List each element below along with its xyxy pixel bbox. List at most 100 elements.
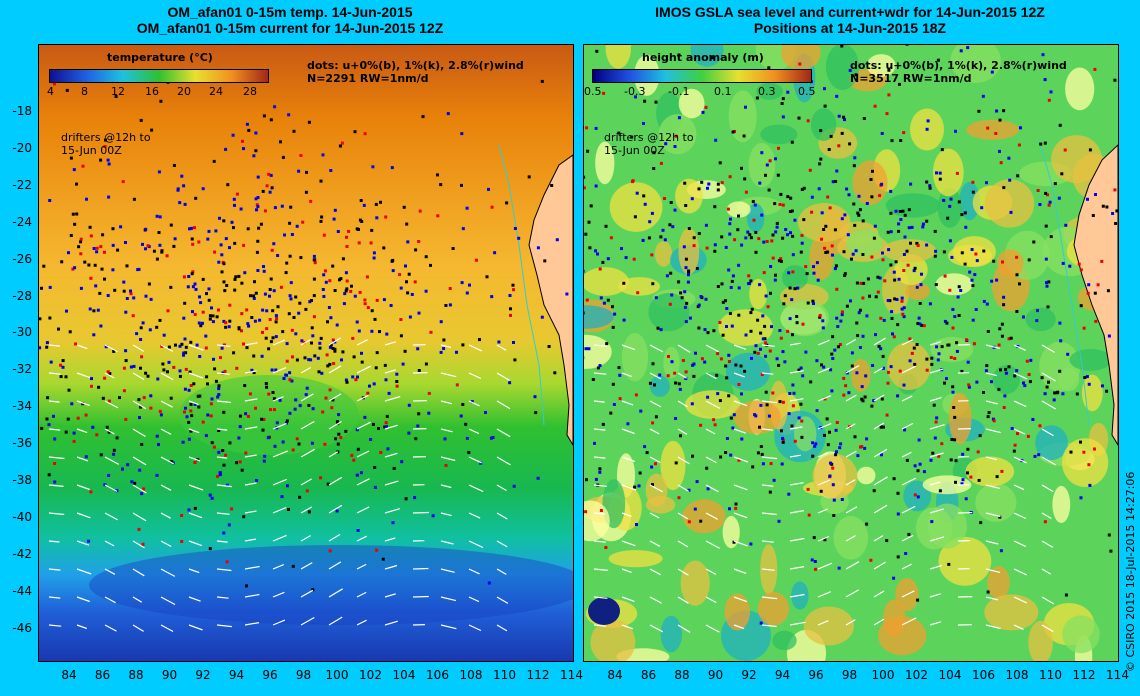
current-arrow bbox=[104, 400, 119, 409]
drifter-dot bbox=[45, 345, 49, 349]
drifter-dot bbox=[770, 239, 774, 243]
anomaly-blob bbox=[1058, 368, 1080, 392]
drifter-dot bbox=[906, 263, 910, 267]
drifter-dot bbox=[677, 116, 681, 120]
drifter-dot bbox=[216, 395, 220, 399]
drifter-dot bbox=[223, 369, 227, 373]
drifter-dot bbox=[1053, 182, 1057, 186]
drifter-dot bbox=[73, 222, 77, 226]
drifter-dot bbox=[758, 283, 762, 287]
drifter-dot bbox=[713, 205, 717, 209]
cold-band bbox=[89, 545, 573, 625]
drifter-dot bbox=[1064, 593, 1068, 597]
drifter-dot bbox=[448, 303, 452, 307]
drifter-dot bbox=[836, 325, 840, 328]
drifter-dot bbox=[439, 183, 443, 187]
current-arrow bbox=[677, 344, 691, 353]
drifter-dot bbox=[96, 308, 100, 312]
drifter-dot bbox=[842, 250, 846, 254]
current-arrow bbox=[412, 567, 429, 570]
drifter-dot bbox=[354, 378, 358, 382]
drifter-dot bbox=[353, 294, 357, 298]
drifter-dot bbox=[274, 320, 278, 324]
drifter-dot bbox=[977, 478, 981, 482]
drifter-dot bbox=[805, 272, 809, 276]
drifter-dot bbox=[900, 307, 904, 311]
drifter-dot bbox=[342, 302, 346, 306]
drifter-dot bbox=[1007, 156, 1011, 160]
drifter-dot bbox=[323, 269, 327, 273]
drifter-dot bbox=[1038, 203, 1042, 206]
drifter-dot bbox=[349, 289, 353, 293]
current-arrow bbox=[272, 478, 288, 486]
drifter-dot bbox=[149, 406, 153, 410]
drifter-dot bbox=[39, 317, 42, 321]
current-arrow bbox=[929, 564, 942, 570]
drifter-dot bbox=[594, 477, 598, 481]
drifter-dot bbox=[197, 240, 201, 244]
current-arrow bbox=[244, 398, 258, 402]
drifter-dot bbox=[322, 273, 326, 277]
current-arrow bbox=[985, 568, 1001, 573]
drifter-dot bbox=[828, 206, 832, 210]
drifter-dot bbox=[316, 356, 320, 360]
current-arrow bbox=[244, 482, 257, 486]
drifter-dot bbox=[75, 182, 78, 186]
drifter-dot bbox=[275, 421, 279, 425]
drifter-dot bbox=[194, 287, 198, 291]
drifter-dot bbox=[892, 576, 896, 580]
drifter-dot bbox=[594, 184, 598, 188]
lat-tick: -44 bbox=[12, 583, 32, 598]
current-arrow bbox=[468, 372, 482, 380]
drifter-dot bbox=[406, 291, 410, 295]
drifter-dot bbox=[1088, 483, 1092, 487]
drifter-dot bbox=[982, 249, 986, 253]
drifter-dot bbox=[176, 187, 180, 191]
drifter-dot bbox=[885, 539, 889, 543]
ha-tick-0.3: 0.3 bbox=[758, 85, 776, 98]
drifter-dot bbox=[643, 445, 647, 449]
drifter-dot bbox=[835, 94, 839, 98]
drifter-dot bbox=[902, 383, 906, 387]
drifter-dot bbox=[933, 254, 937, 258]
drifter-dot bbox=[682, 245, 686, 249]
drifter-dot bbox=[729, 217, 732, 221]
drifter-dot bbox=[255, 208, 258, 212]
drifter-dot bbox=[294, 398, 298, 402]
drifter-dot bbox=[140, 443, 144, 446]
current-arrow bbox=[733, 484, 748, 491]
drifter-dot bbox=[385, 425, 388, 429]
current-arrow bbox=[705, 372, 717, 380]
drifter-dot bbox=[139, 118, 143, 122]
drifter-dot bbox=[240, 312, 244, 316]
drifter-dot bbox=[1057, 196, 1061, 200]
drifter-dot bbox=[918, 322, 922, 326]
drifter-dot bbox=[255, 479, 259, 482]
drifter-dot bbox=[321, 288, 325, 291]
current-arrow bbox=[817, 395, 832, 402]
drifter-dot bbox=[953, 357, 957, 360]
current-arrow bbox=[76, 568, 92, 575]
drifter-dot bbox=[987, 411, 991, 415]
drifter-dot bbox=[302, 341, 306, 345]
drifter-dot bbox=[725, 437, 729, 440]
drifter-dot bbox=[821, 319, 825, 323]
drifter-dot bbox=[158, 318, 162, 322]
drifter-dot bbox=[207, 229, 211, 233]
current-arrow bbox=[76, 400, 90, 407]
drifter-dot bbox=[297, 442, 301, 446]
ha-tick-m0.5: -0.5 bbox=[583, 85, 602, 98]
drifter-dot bbox=[283, 233, 286, 237]
drifter-dot bbox=[247, 324, 251, 328]
drifter-dot bbox=[98, 291, 102, 295]
drifter-dot bbox=[193, 282, 197, 286]
drifter-dot bbox=[1027, 373, 1031, 376]
temp-tick-16: 16 bbox=[145, 85, 159, 98]
drifter-dot bbox=[890, 310, 894, 314]
drifter-dot bbox=[139, 326, 143, 330]
drifter-dot bbox=[208, 493, 212, 497]
drifter-dot bbox=[959, 49, 963, 53]
anomaly-blob bbox=[883, 599, 906, 637]
temperature-field bbox=[39, 45, 573, 661]
drifter-dot bbox=[831, 253, 834, 257]
